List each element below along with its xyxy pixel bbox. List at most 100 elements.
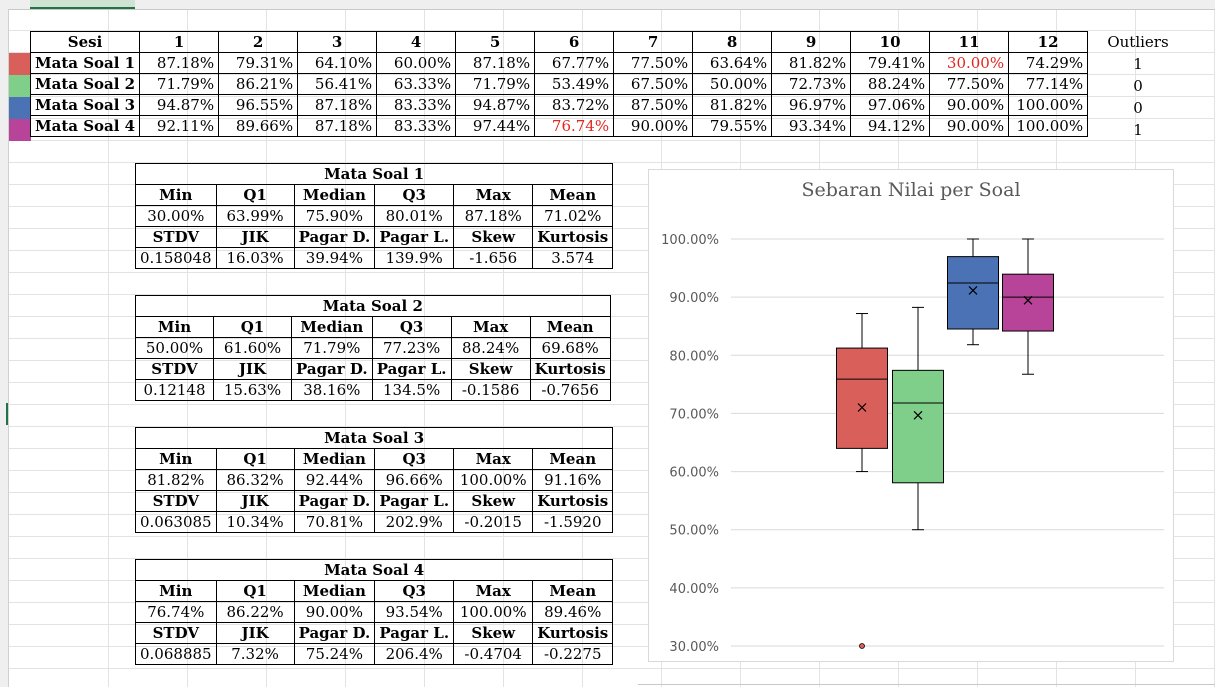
stats-value-row-cell[interactable]: 80.01% [374,205,455,227]
score-cell[interactable]: 56.41% [297,73,378,95]
score-cell[interactable]: 71.79% [139,73,220,95]
score-cell[interactable]: 93.34% [771,115,852,137]
score-cell[interactable]: 87.18% [297,115,378,137]
stats-label-row-cell[interactable]: Q3 [374,580,455,602]
outliers-value[interactable]: 1 [1133,55,1143,73]
stats-value-row-cell[interactable]: 76.74% [135,601,217,623]
score-cell[interactable]: 72.73% [771,73,852,95]
score-cell[interactable]: 94.87% [455,94,536,116]
stats-value-row-cell[interactable]: 86.22% [215,601,295,623]
score-cell[interactable]: 83.72% [534,94,615,116]
score-cell[interactable]: 63.33% [376,73,457,95]
score-cell[interactable]: 87.50% [613,94,694,116]
stats-value-row-cell[interactable]: 81.82% [135,469,217,491]
score-cell[interactable]: 87.18% [139,52,220,74]
outliers-value[interactable]: 0 [1133,99,1143,117]
stats-value-row-cell[interactable]: 7.32% [215,643,295,665]
stats-value-row-cell[interactable]: 87.18% [453,205,534,227]
header-cell-1[interactable]: 1 [139,31,220,53]
stats-label-row-cell[interactable]: Min [135,184,217,206]
header-cell-8[interactable]: 8 [692,31,773,53]
stats-title[interactable]: Mata Soal 1 [134,163,614,185]
stats-value-row-cell[interactable]: 16.03% [215,247,295,269]
stats-table[interactable]: Mata Soal 3 Min Q1 Median Q3 Max Mean 81.82% 86.… [134,427,614,533]
stats-label-row-cell[interactable]: JIK [213,358,292,380]
stats-label-row-cell[interactable]: Max [453,448,534,470]
score-cell[interactable]: 100.00% [1008,94,1089,116]
stats-value-row-cell[interactable]: 139.9% [374,247,455,269]
stats-value-row-cell[interactable]: 134.5% [371,379,452,401]
score-cell[interactable]: 76.74% [534,115,615,137]
score-cell[interactable]: 87.18% [455,52,536,74]
stats-value-row-cell[interactable]: 202.9% [374,511,455,533]
score-cell[interactable]: 81.82% [692,94,773,116]
score-cell[interactable]: 92.11% [139,115,220,137]
stats-value-row-cell[interactable]: 91.16% [532,469,614,491]
header-cell-6[interactable]: 6 [534,31,615,53]
header-cell-5[interactable]: 5 [455,31,536,53]
stats-label-row-cell[interactable]: STDV [135,358,214,380]
stats-value-row-cell[interactable]: 93.54% [374,601,455,623]
score-cell[interactable]: 90.00% [929,115,1010,137]
stats-value-row-cell[interactable]: -0.2275 [532,643,614,665]
score-cell[interactable]: 81.82% [771,52,852,74]
score-cell[interactable]: 64.10% [297,52,378,74]
stats-label-row-cell[interactable]: STDV [135,226,217,248]
stats-label-row-cell[interactable]: Q1 [215,448,295,470]
header-cell-3[interactable]: 3 [297,31,378,53]
row-label[interactable]: Mata Soal 3 [29,94,141,116]
stats-value-row-cell[interactable]: 70.81% [293,511,376,533]
stats-value-row-cell[interactable]: 96.66% [374,469,455,491]
score-cell[interactable]: 67.77% [534,52,615,74]
score-cell[interactable]: 50.00% [692,73,773,95]
stats-label-row-cell[interactable]: Q3 [374,448,455,470]
header-cell-sesi[interactable]: Sesi [29,31,141,53]
score-cell[interactable]: 77.14% [1008,73,1089,95]
stats-label-row-cell[interactable]: STDV [135,622,217,644]
column-header-bar[interactable] [0,0,1215,10]
header-cell-4[interactable]: 4 [376,31,457,53]
stats-value-row-cell[interactable]: 3.574 [532,247,614,269]
boxplot-chart[interactable]: Sebaran Nilai per Soal 30.00% 40.00% 50.00%… [648,169,1174,662]
score-cell[interactable]: 63.64% [692,52,773,74]
score-cell[interactable]: 88.24% [850,73,931,95]
stats-label-row-cell[interactable]: Kurtosis [532,490,614,512]
stats-label-row-cell[interactable]: Skew [450,358,531,380]
selected-column-header[interactable] [30,0,135,9]
header-cell-12[interactable]: 12 [1008,31,1089,53]
stats-title[interactable]: Mata Soal 4 [134,559,614,581]
stats-label-row-cell[interactable]: Median [293,580,376,602]
score-cell[interactable]: 97.44% [455,115,536,137]
stats-value-row-cell[interactable]: 77.23% [371,337,452,359]
stats-label-row-cell[interactable]: Kurtosis [532,226,614,248]
stats-value-row-cell[interactable]: 0.063085 [135,511,217,533]
stats-label-row-cell[interactable]: Pagar D. [293,490,376,512]
stats-label-row-cell[interactable]: Pagar L. [374,490,455,512]
header-cell-7[interactable]: 7 [613,31,694,53]
stats-label-row-cell[interactable]: Median [293,448,376,470]
stats-label-row-cell[interactable]: Mean [532,448,614,470]
score-cell[interactable]: 90.00% [613,115,694,137]
stats-value-row-cell[interactable]: 15.63% [213,379,292,401]
score-cell[interactable]: 67.50% [613,73,694,95]
row-label[interactable]: Mata Soal 2 [29,73,141,95]
stats-value-row-cell[interactable]: 38.16% [291,379,373,401]
stats-label-row-cell[interactable]: JIK [215,226,295,248]
scores-table[interactable]: Sesi 1 2 3 4 5 6 7 8 9 10 11 12 Mata Soal 1 87.18% 79.3… [29,31,1089,137]
score-cell[interactable]: 100.00% [1008,115,1089,137]
stats-value-row-cell[interactable]: 0.068885 [135,643,217,665]
stats-value-row-cell[interactable]: 100.00% [453,469,534,491]
score-cell[interactable]: 83.33% [376,94,457,116]
stats-value-row-cell[interactable]: 75.24% [293,643,376,665]
stats-table[interactable]: Mata Soal 4 Min Q1 Median Q3 Max Mean 76.74% 86.… [134,559,614,665]
stats-label-row-cell[interactable]: Skew [453,622,534,644]
score-cell[interactable]: 77.50% [613,52,694,74]
stats-value-row-cell[interactable]: -0.7656 [529,379,611,401]
row-label[interactable]: Mata Soal 1 [29,52,141,74]
stats-value-row-cell[interactable]: 100.00% [453,601,534,623]
stats-label-row-cell[interactable]: JIK [215,490,295,512]
score-cell[interactable]: 79.55% [692,115,773,137]
stats-value-row-cell[interactable]: 86.32% [215,469,295,491]
stats-label-row-cell[interactable]: Kurtosis [532,622,614,644]
stats-value-row-cell[interactable]: 75.90% [293,205,376,227]
